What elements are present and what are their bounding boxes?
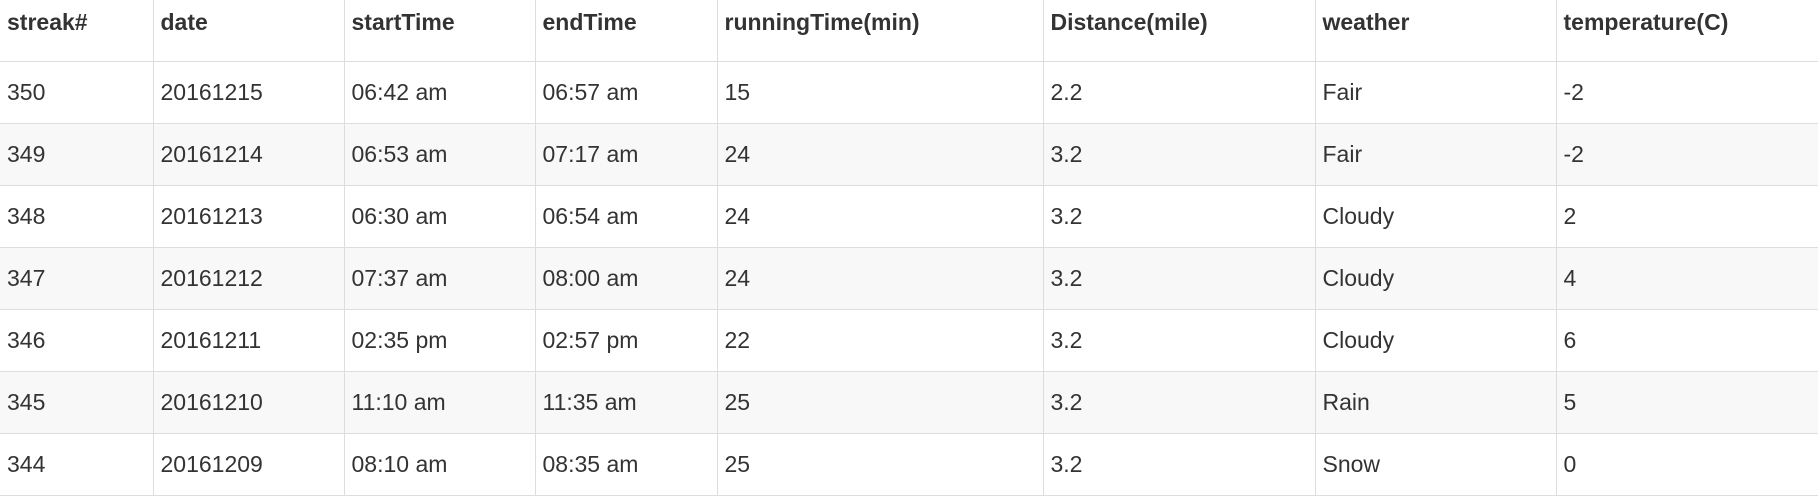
column-header-start-time: startTime bbox=[343, 0, 536, 62]
distance-cell: 3.2 bbox=[1042, 309, 1316, 372]
date-cell: 20161210 bbox=[152, 371, 345, 434]
streak-cell: 347 bbox=[0, 247, 154, 310]
end-time-cell: 07:17 am bbox=[534, 123, 718, 186]
column-header-date: date bbox=[152, 0, 345, 62]
temperature-cell: 5 bbox=[1555, 371, 1818, 434]
column-header-temperature: temperature(C) bbox=[1555, 0, 1818, 62]
end-time-cell: 02:57 pm bbox=[534, 309, 718, 372]
weather-cell: Fair bbox=[1314, 123, 1557, 186]
start-time-cell: 07:37 am bbox=[343, 247, 536, 310]
temperature-cell: -2 bbox=[1555, 61, 1818, 124]
weather-cell: Cloudy bbox=[1314, 309, 1557, 372]
streak-cell: 346 bbox=[0, 309, 154, 372]
running-time-cell: 22 bbox=[716, 309, 1044, 372]
column-header-streak: streak# bbox=[0, 0, 154, 62]
distance-cell: 3.2 bbox=[1042, 371, 1316, 434]
table-row: 345 20161210 11:10 am 11:35 am 25 3.2 Rain 5 bbox=[0, 371, 1818, 434]
date-cell: 20161212 bbox=[152, 247, 345, 310]
start-time-cell: 11:10 am bbox=[343, 371, 536, 434]
streak-cell: 345 bbox=[0, 371, 154, 434]
end-time-cell: 06:54 am bbox=[534, 185, 718, 248]
temperature-cell: -2 bbox=[1555, 123, 1818, 186]
header-row: streak# date startTime endTime runningTi… bbox=[0, 0, 1818, 62]
end-time-cell: 08:35 am bbox=[534, 433, 718, 496]
end-time-cell: 06:57 am bbox=[534, 61, 718, 124]
distance-cell: 3.2 bbox=[1042, 247, 1316, 310]
start-time-cell: 06:42 am bbox=[343, 61, 536, 124]
table-body: 350 20161215 06:42 am 06:57 am 15 2.2 Fair -2 34… bbox=[0, 61, 1818, 496]
distance-cell: 3.2 bbox=[1042, 123, 1316, 186]
streak-cell: 349 bbox=[0, 123, 154, 186]
table-row: 346 20161211 02:35 pm 02:57 pm 22 3.2 Cloudy 6 bbox=[0, 309, 1818, 372]
date-cell: 20161214 bbox=[152, 123, 345, 186]
start-time-cell: 08:10 am bbox=[343, 433, 536, 496]
date-cell: 20161209 bbox=[152, 433, 345, 496]
start-time-cell: 06:30 am bbox=[343, 185, 536, 248]
table-row: 347 20161212 07:37 am 08:00 am 24 3.2 Cloudy 4 bbox=[0, 247, 1818, 310]
column-header-end-time: endTime bbox=[534, 0, 718, 62]
column-header-weather: weather bbox=[1314, 0, 1557, 62]
column-header-running-time: runningTime(min) bbox=[716, 0, 1044, 62]
running-time-cell: 24 bbox=[716, 123, 1044, 186]
temperature-cell: 2 bbox=[1555, 185, 1818, 248]
weather-cell: Cloudy bbox=[1314, 185, 1557, 248]
distance-cell: 3.2 bbox=[1042, 433, 1316, 496]
column-header-distance: Distance(mile) bbox=[1042, 0, 1316, 62]
table-row: 348 20161213 06:30 am 06:54 am 24 3.2 Cloudy 2 bbox=[0, 185, 1818, 248]
streak-cell: 350 bbox=[0, 61, 154, 124]
running-time-cell: 24 bbox=[716, 247, 1044, 310]
weather-cell: Snow bbox=[1314, 433, 1557, 496]
streak-cell: 348 bbox=[0, 185, 154, 248]
temperature-cell: 6 bbox=[1555, 309, 1818, 372]
table-row: 350 20161215 06:42 am 06:57 am 15 2.2 Fair -2 bbox=[0, 61, 1818, 124]
table-row: 349 20161214 06:53 am 07:17 am 24 3.2 Fair -2 bbox=[0, 123, 1818, 186]
weather-cell: Rain bbox=[1314, 371, 1557, 434]
temperature-cell: 4 bbox=[1555, 247, 1818, 310]
running-time-cell: 25 bbox=[716, 371, 1044, 434]
date-cell: 20161211 bbox=[152, 309, 345, 372]
distance-cell: 3.2 bbox=[1042, 185, 1316, 248]
running-time-cell: 15 bbox=[716, 61, 1044, 124]
running-time-cell: 25 bbox=[716, 433, 1044, 496]
streak-cell: 344 bbox=[0, 433, 154, 496]
date-cell: 20161213 bbox=[152, 185, 345, 248]
date-cell: 20161215 bbox=[152, 61, 345, 124]
running-time-cell: 24 bbox=[716, 185, 1044, 248]
table-row: 344 20161209 08:10 am 08:35 am 25 3.2 Snow 0 bbox=[0, 433, 1818, 496]
end-time-cell: 11:35 am bbox=[534, 371, 718, 434]
weather-cell: Fair bbox=[1314, 61, 1557, 124]
temperature-cell: 0 bbox=[1555, 433, 1818, 496]
distance-cell: 2.2 bbox=[1042, 61, 1316, 124]
weather-cell: Cloudy bbox=[1314, 247, 1557, 310]
end-time-cell: 08:00 am bbox=[534, 247, 718, 310]
start-time-cell: 06:53 am bbox=[343, 123, 536, 186]
start-time-cell: 02:35 pm bbox=[343, 309, 536, 372]
